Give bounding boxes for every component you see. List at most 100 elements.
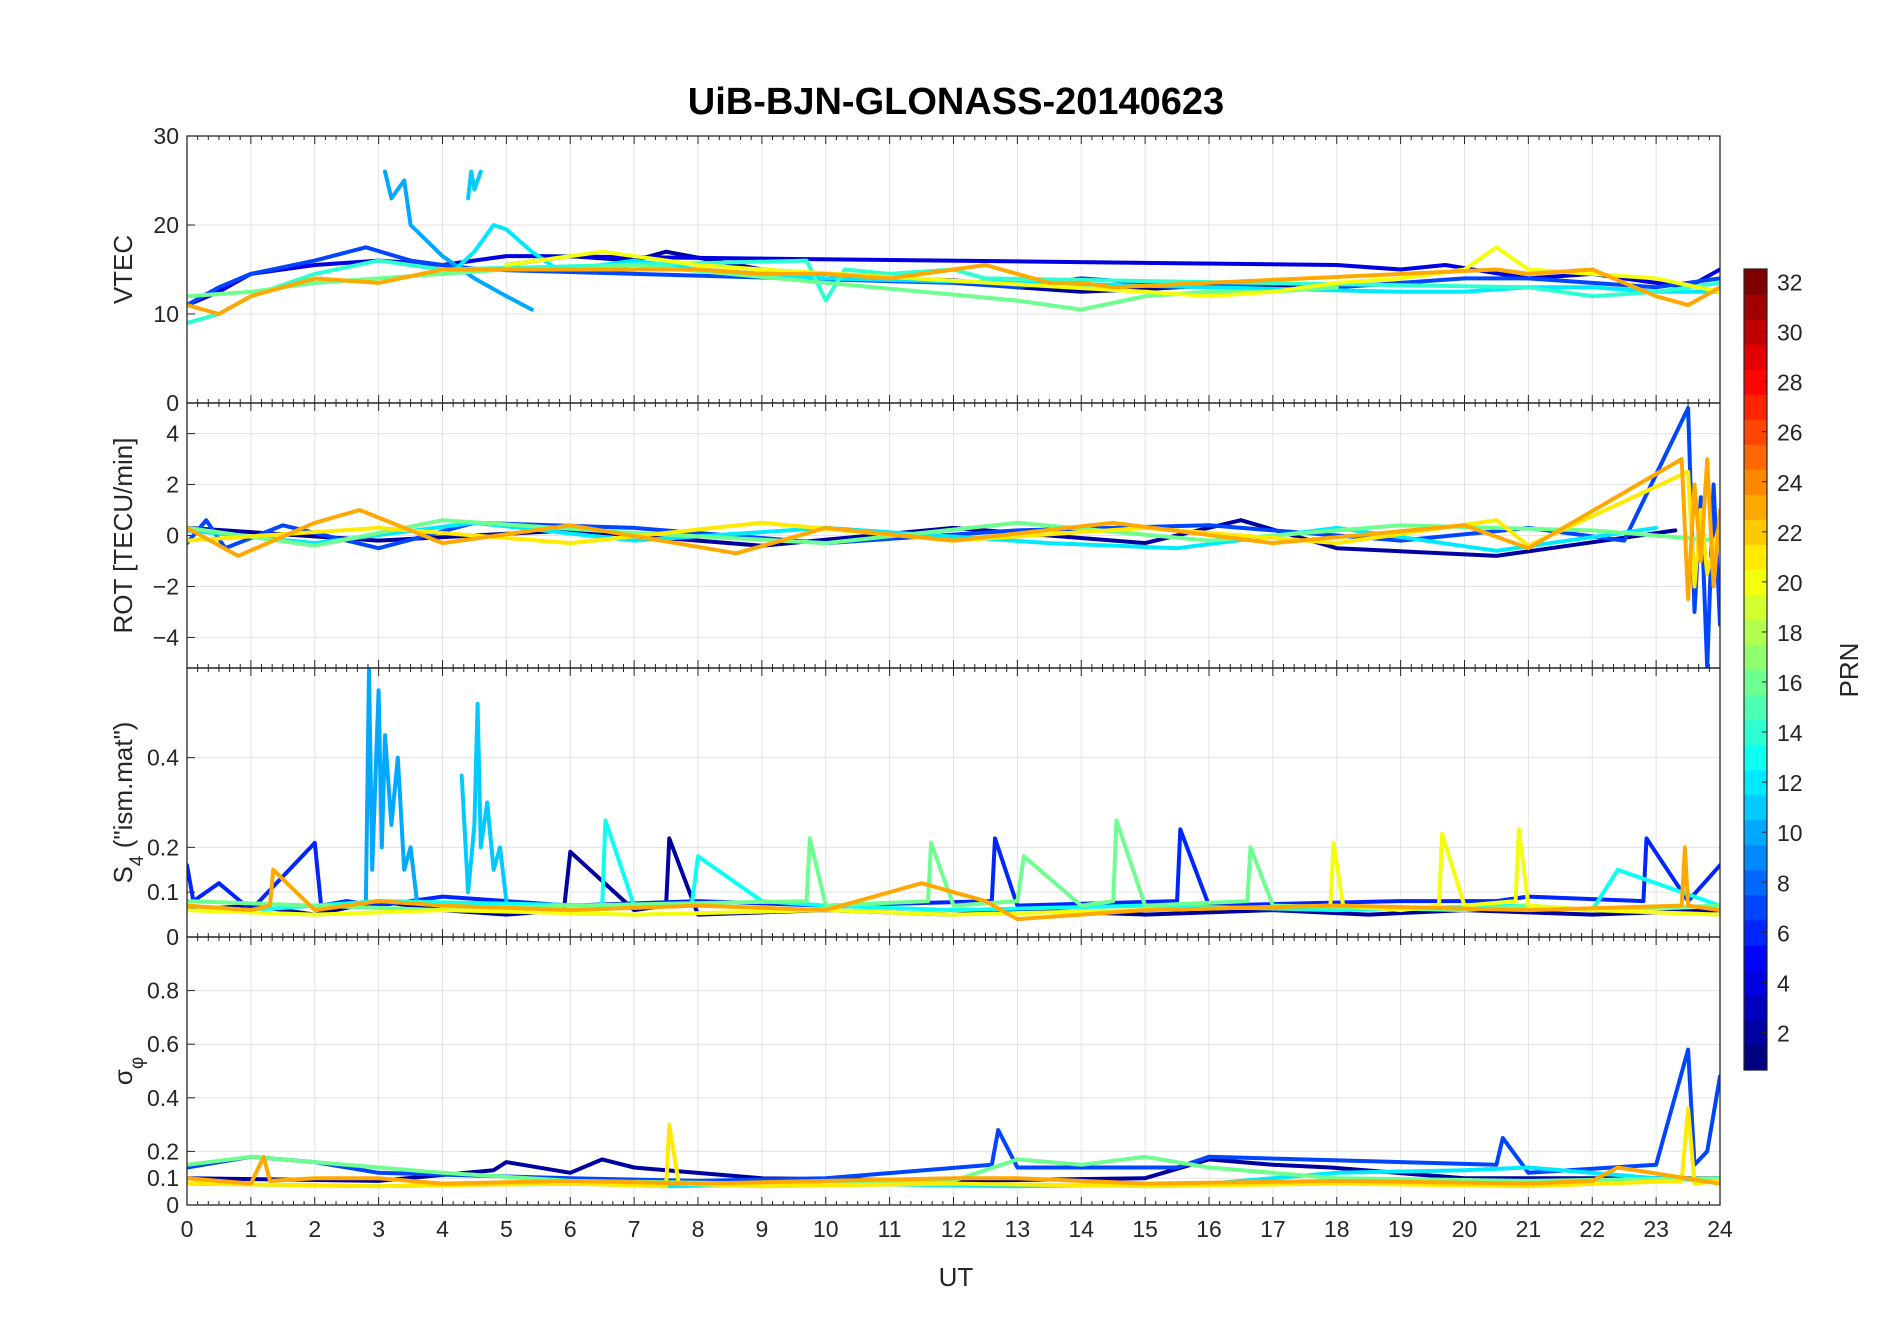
series-line-prn-23 xyxy=(187,1154,1720,1186)
y-tick-label: 0.4 xyxy=(147,1085,179,1111)
x-tick-label: 21 xyxy=(1516,1216,1542,1242)
series-group xyxy=(187,668,1720,922)
y-tick-label: 0.1 xyxy=(147,1165,179,1191)
colorbar-tick-label: 14 xyxy=(1777,720,1803,746)
series-line-prn-16 xyxy=(187,263,1339,312)
x-tick-label: 10 xyxy=(813,1216,839,1242)
colorbar-cell xyxy=(1744,519,1767,545)
y-tick-label: 10 xyxy=(153,301,179,327)
colorbar-cell xyxy=(1744,444,1767,470)
series-line-prn-7 xyxy=(187,1047,1720,1183)
colorbar-tick-label: 10 xyxy=(1777,820,1803,846)
axes-box xyxy=(186,936,1721,1206)
colorbar-cell xyxy=(1744,769,1767,796)
colorbar-tick-label: 4 xyxy=(1777,970,1790,996)
x-tick-label: 16 xyxy=(1196,1216,1222,1242)
series-line-prn-10 xyxy=(363,668,419,904)
series-line-prn-11 xyxy=(459,701,509,904)
series-line-prn-10 xyxy=(383,169,534,312)
colorbar-tick-label: 2 xyxy=(1777,1020,1790,1046)
x-tick-label: 17 xyxy=(1260,1216,1286,1242)
colorbar-tick-label: 8 xyxy=(1777,870,1790,896)
series-group xyxy=(187,406,1720,668)
panel-1: 0 10 20 30 VTEC xyxy=(108,123,1721,416)
colorbar-cell xyxy=(1744,969,1767,996)
colorbar-tick-label: 26 xyxy=(1777,420,1803,446)
colorbar-cell xyxy=(1744,794,1767,821)
colorbar-tick-label: 24 xyxy=(1777,470,1803,496)
series-line-prn-16 xyxy=(187,1154,1720,1186)
colorbar-cell xyxy=(1744,919,1767,946)
series-line-prn-23 xyxy=(187,845,1720,922)
series-line-prn-4 xyxy=(187,254,1720,308)
colorbar-tick-label: 32 xyxy=(1777,270,1803,296)
series-line-prn-23 xyxy=(187,457,1720,602)
y-tick-label: −2 xyxy=(153,573,179,599)
x-tick-label: 9 xyxy=(755,1216,768,1242)
panel-3: 0 0.1 0.2 0.4S4 ("ism.mat") xyxy=(108,667,1721,950)
colorbar-cell xyxy=(1744,594,1767,621)
y-tick-label: 0 xyxy=(166,390,179,416)
y-tick-label: 4 xyxy=(166,421,179,447)
x-axis-label: UT xyxy=(939,1262,974,1292)
y-tick-label: 30 xyxy=(153,123,179,149)
x-tick-label: 6 xyxy=(564,1216,577,1242)
colorbar-cell xyxy=(1744,419,1767,445)
colorbar-frame xyxy=(1743,268,1768,1071)
colorbar-cell xyxy=(1744,744,1767,771)
colorbar-cell xyxy=(1744,569,1767,596)
series-group xyxy=(187,169,1720,325)
colorbar-cell xyxy=(1744,294,1767,320)
x-tick-label: 15 xyxy=(1132,1216,1158,1242)
colorbar-cell xyxy=(1744,844,1767,871)
colorbar-cell xyxy=(1744,944,1767,971)
series-group xyxy=(187,1047,1720,1189)
colorbar-tick-label: 18 xyxy=(1777,620,1803,646)
y-axis-label: VTEC xyxy=(108,235,138,304)
colorbar-tick-label: 20 xyxy=(1777,570,1803,596)
y-tick-label: 0.6 xyxy=(147,1031,179,1057)
colorbar-cell xyxy=(1744,819,1767,846)
colorbar-cell xyxy=(1744,469,1767,495)
series-line-prn-12 xyxy=(187,520,1659,553)
x-tick-label: 20 xyxy=(1452,1216,1478,1242)
x-tick-label: 0 xyxy=(181,1216,194,1242)
x-tick-label: 1 xyxy=(244,1216,257,1242)
colorbar-cell xyxy=(1744,894,1767,921)
colorbar-tick-label: 6 xyxy=(1777,920,1790,946)
y-axis-label: σφ xyxy=(108,1057,148,1085)
y-tick-label: 20 xyxy=(153,212,179,238)
colorbar-cell xyxy=(1744,394,1767,420)
y-tick-label: 2 xyxy=(166,472,179,498)
colorbar-tick-label: 28 xyxy=(1777,370,1803,396)
x-tick-label: 5 xyxy=(500,1216,513,1242)
colorbar-cell xyxy=(1744,644,1767,671)
x-tick-label: 14 xyxy=(1068,1216,1094,1242)
x-tick-label: 3 xyxy=(372,1216,385,1242)
y-tick-label: −4 xyxy=(153,624,179,650)
x-tick-label: 22 xyxy=(1579,1216,1605,1242)
x-tick-label: 8 xyxy=(692,1216,705,1242)
x-tick-label: 23 xyxy=(1643,1216,1669,1242)
x-tick-label: 4 xyxy=(436,1216,449,1242)
colorbar-cell xyxy=(1744,994,1767,1021)
colorbar-cell xyxy=(1744,669,1767,696)
y-tick-label: 0.8 xyxy=(147,978,179,1004)
series-line-prn-14 xyxy=(187,258,1720,325)
x-tick-label: 18 xyxy=(1324,1216,1350,1242)
x-tick-label: 2 xyxy=(308,1216,321,1242)
colorbar-tick-label: 12 xyxy=(1777,770,1803,796)
x-tick-label: 24 xyxy=(1707,1216,1733,1242)
x-tick-label: 11 xyxy=(878,1216,902,1242)
colorbar-cell xyxy=(1744,719,1767,746)
colorbar-tick-label: 30 xyxy=(1777,320,1803,346)
panel-4: 00.10.2 0.4 0.6 0.8 σφ xyxy=(108,936,1721,1218)
y-tick-label: 0.2 xyxy=(147,1138,179,1164)
colorbar-cell xyxy=(1744,344,1767,370)
series-line-prn-23 xyxy=(187,263,1720,316)
chart-title: UiB-BJN-GLONASS-20140623 xyxy=(688,81,1224,123)
y-tick-label: 0.2 xyxy=(147,834,179,860)
y-tick-label: 0.1 xyxy=(147,879,179,905)
